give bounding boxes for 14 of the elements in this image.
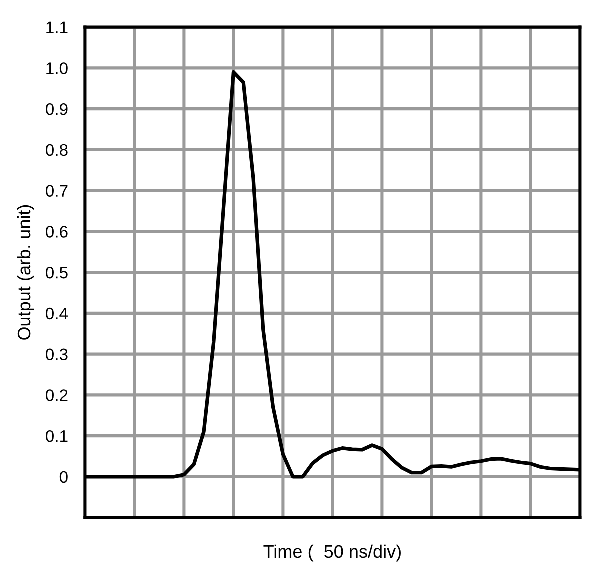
- y-tick-label: 0.8: [46, 144, 68, 156]
- x-axis-title: Time ( 50 ns/div): [264, 544, 401, 562]
- y-tick-label: 0.5: [46, 266, 68, 279]
- y-tick-label: 0.4: [46, 308, 68, 320]
- y-tick-label: 1.0: [46, 62, 68, 74]
- y-tick-label: 0.1: [46, 430, 68, 442]
- y-tick-label: 0.3: [46, 348, 68, 360]
- y-axis-title: Output (arb. unit): [17, 205, 34, 340]
- y-tick-label: 0.7: [46, 185, 68, 198]
- y-tick-label: 0.6: [46, 226, 68, 238]
- y-tick-label: 0: [60, 471, 68, 484]
- y-tick-label: 1.1: [46, 22, 68, 34]
- y-tick-label: 0.2: [46, 390, 68, 402]
- y-tick-label: 0.9: [46, 103, 68, 116]
